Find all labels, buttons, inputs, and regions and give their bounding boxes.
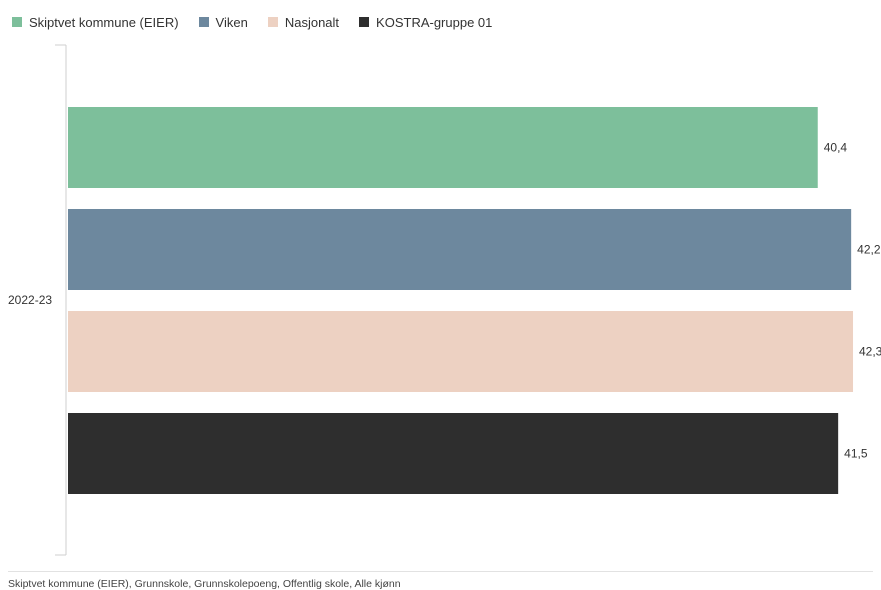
- legend-label: Skiptvet kommune (EIER): [29, 14, 179, 30]
- legend-swatch: [267, 17, 278, 27]
- legend-label: KOSTRA-gruppe 01: [376, 14, 493, 30]
- legend-item-skiptvet[interactable]: Skiptvet kommune (EIER): [12, 15, 179, 30]
- chart-legend: Skiptvet kommune (EIER) Viken Nasjonalt …: [12, 12, 492, 32]
- legend-item-viken[interactable]: Viken: [198, 14, 248, 30]
- data-label: 41,5: [844, 447, 868, 461]
- legend-swatch: [198, 17, 209, 27]
- chart-footnote: Skiptvet kommune (EIER), Grunnskole, Gru…: [8, 578, 401, 590]
- legend-label: Nasjonalt: [284, 14, 340, 30]
- bar-chart: 2022-23 40,4 42,2 42,3 41,5: [8, 44, 881, 556]
- bar: [68, 413, 839, 494]
- category-axis: 2022-23: [8, 44, 67, 556]
- bar: [68, 209, 852, 290]
- bar: [68, 311, 854, 392]
- bars: [68, 107, 854, 494]
- data-label: 42,3: [859, 345, 881, 359]
- legend-item-kostra[interactable]: KOSTRA-gruppe 01: [359, 15, 492, 30]
- footer-divider: [8, 571, 873, 572]
- legend-swatch: [12, 17, 22, 27]
- data-label: 42,2: [857, 243, 881, 257]
- legend-label: Viken: [215, 14, 248, 30]
- bar: [68, 107, 818, 188]
- category-label: 2022-23: [8, 293, 52, 307]
- data-label: 40,4: [824, 141, 848, 155]
- legend-swatch: [359, 17, 370, 27]
- data-labels: 40,4 42,2 42,3 41,5: [824, 141, 881, 461]
- legend-item-nasjonalt[interactable]: Nasjonalt: [267, 14, 340, 30]
